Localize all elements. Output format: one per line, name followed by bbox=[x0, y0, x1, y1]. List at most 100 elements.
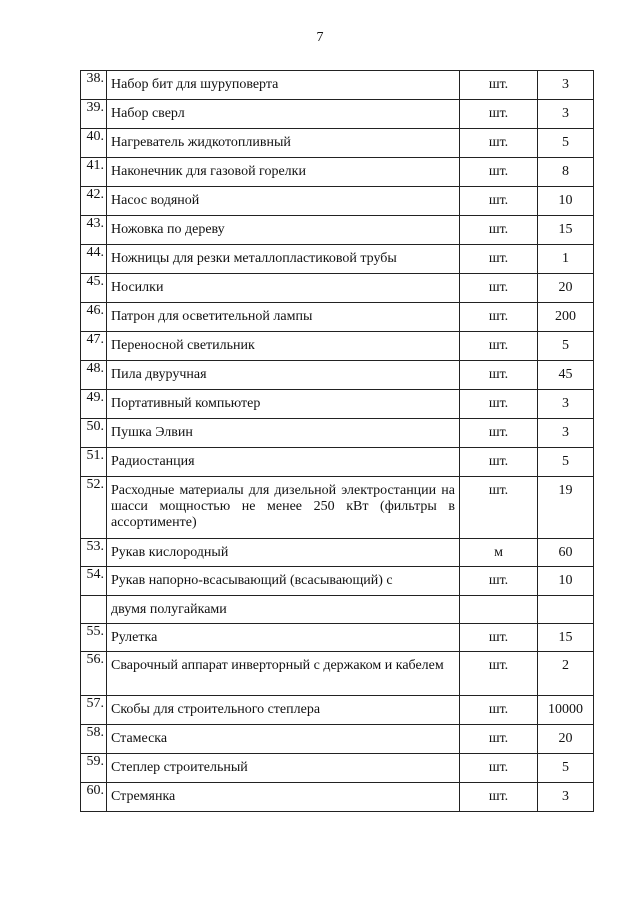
item-unit: шт. bbox=[459, 186, 538, 216]
item-number: 56. bbox=[80, 651, 107, 696]
item-number: 42. bbox=[80, 186, 107, 216]
item-unit: шт. bbox=[459, 157, 538, 187]
item-unit: шт. bbox=[459, 476, 538, 539]
item-number: 57. bbox=[80, 695, 107, 725]
item-unit: шт. bbox=[459, 447, 538, 477]
table-row: 46. Патрон для осветительной лампы шт. 200 bbox=[80, 302, 594, 332]
item-unit: шт. bbox=[459, 418, 538, 448]
item-unit: шт. bbox=[459, 566, 538, 596]
item-name: двумя полугайками bbox=[106, 595, 460, 624]
item-unit: шт. bbox=[459, 302, 538, 332]
item-unit: шт. bbox=[459, 695, 538, 725]
table-row: 58. Стамеска шт. 20 bbox=[80, 724, 594, 754]
item-number: 51. bbox=[80, 447, 107, 477]
table-row: 41. Наконечник для газовой горелки шт. 8 bbox=[80, 157, 594, 187]
item-quantity: 8 bbox=[537, 157, 594, 187]
item-unit: шт. bbox=[459, 360, 538, 390]
table-row: 52. Расходные материалы для дизельной эле… bbox=[80, 476, 594, 539]
item-quantity: 200 bbox=[537, 302, 594, 332]
item-name: Носилки bbox=[106, 273, 460, 303]
item-quantity: 5 bbox=[537, 447, 594, 477]
item-number: 50. bbox=[80, 418, 107, 448]
item-number: 39. bbox=[80, 99, 107, 129]
table-row: 59. Степлер строительный шт. 5 bbox=[80, 753, 594, 783]
item-number: 59. bbox=[80, 753, 107, 783]
item-quantity: 10 bbox=[537, 566, 594, 596]
table-row: 40. Нагреватель жидкотопливный шт. 5 bbox=[80, 128, 594, 158]
item-name: Нагреватель жидкотопливный bbox=[106, 128, 460, 158]
item-unit: шт. bbox=[459, 782, 538, 812]
item-unit: шт. bbox=[459, 623, 538, 652]
item-name: Расходные материалы для дизельной электр… bbox=[106, 476, 460, 539]
item-name: Степлер строительный bbox=[106, 753, 460, 783]
item-name: Набор сверл bbox=[106, 99, 460, 129]
item-quantity: 1 bbox=[537, 244, 594, 274]
table-row: 57. Скобы для строительного степлера шт. 10… bbox=[80, 695, 594, 725]
item-number: 44. bbox=[80, 244, 107, 274]
item-quantity: 20 bbox=[537, 273, 594, 303]
item-quantity: 20 bbox=[537, 724, 594, 754]
item-number: 49. bbox=[80, 389, 107, 419]
item-quantity: 45 bbox=[537, 360, 594, 390]
item-name: Стамеска bbox=[106, 724, 460, 754]
item-number: 58. bbox=[80, 724, 107, 754]
table-row: 50. Пушка Элвин шт. 3 bbox=[80, 418, 594, 448]
item-unit: шт. bbox=[459, 753, 538, 783]
table-row: 44. Ножницы для резки металлопластиковой … bbox=[80, 244, 594, 274]
table-row: 56. Сварочный аппарат инверторный с держа… bbox=[80, 651, 594, 696]
table-row: 43. Ножовка по дереву шт. 15 bbox=[80, 215, 594, 245]
item-quantity: 3 bbox=[537, 782, 594, 812]
item-name: Ножовка по дереву bbox=[106, 215, 460, 245]
item-quantity: 2 bbox=[537, 651, 594, 696]
item-quantity: 15 bbox=[537, 215, 594, 245]
item-name: Стремянка bbox=[106, 782, 460, 812]
page-number: 7 bbox=[316, 30, 324, 45]
item-unit: шт. bbox=[459, 244, 538, 274]
item-number: 60. bbox=[80, 782, 107, 812]
item-quantity: 3 bbox=[537, 418, 594, 448]
table-row: 53. Рукав кислородный м 60 bbox=[80, 538, 594, 567]
item-name: Патрон для осветительной лампы bbox=[106, 302, 460, 332]
table-row: 51. Радиостанция шт. 5 bbox=[80, 447, 594, 477]
item-unit: шт. bbox=[459, 99, 538, 129]
item-number: 47. bbox=[80, 331, 107, 361]
item-quantity: 5 bbox=[537, 128, 594, 158]
item-unit: шт. bbox=[459, 389, 538, 419]
table-row: 60. Стремянка шт. 3 bbox=[80, 782, 594, 812]
item-name: Скобы для строительного степлера bbox=[106, 695, 460, 725]
item-name: Насос водяной bbox=[106, 186, 460, 216]
table-row: 48. Пила двуручная шт. 45 bbox=[80, 360, 594, 390]
item-quantity: 19 bbox=[537, 476, 594, 539]
item-name: Рулетка bbox=[106, 623, 460, 652]
item-quantity: 3 bbox=[537, 99, 594, 129]
table-row: двумя полугайками bbox=[80, 595, 594, 624]
item-unit: шт. bbox=[459, 651, 538, 696]
table-row: 38. Набор бит для шуруповерта шт. 3 bbox=[80, 70, 594, 100]
table-row: 55. Рулетка шт. 15 bbox=[80, 623, 594, 652]
item-number: 53. bbox=[80, 538, 107, 567]
table-row: 45. Носилки шт. 20 bbox=[80, 273, 594, 303]
table-row: 49. Портативный компьютер шт. 3 bbox=[80, 389, 594, 419]
item-quantity: 60 bbox=[537, 538, 594, 567]
item-name: Наконечник для газовой горелки bbox=[106, 157, 460, 187]
item-unit: шт. bbox=[459, 215, 538, 245]
item-quantity: 3 bbox=[537, 70, 594, 100]
item-name: Рукав напорно-всасывающий (всасывающий) … bbox=[106, 566, 460, 596]
item-unit: шт. bbox=[459, 331, 538, 361]
table-row: 42. Насос водяной шт. 10 bbox=[80, 186, 594, 216]
item-number: 38. bbox=[80, 70, 107, 100]
item-unit: шт. bbox=[459, 128, 538, 158]
item-number: 40. bbox=[80, 128, 107, 158]
item-quantity: 10000 bbox=[537, 695, 594, 725]
item-name: Переносной светильник bbox=[106, 331, 460, 361]
item-number: 55. bbox=[80, 623, 107, 652]
item-quantity: 5 bbox=[537, 753, 594, 783]
item-name: Пушка Элвин bbox=[106, 418, 460, 448]
item-quantity: 15 bbox=[537, 623, 594, 652]
item-number: 46. bbox=[80, 302, 107, 332]
item-name: Рукав кислородный bbox=[106, 538, 460, 567]
table-row: 47. Переносной светильник шт. 5 bbox=[80, 331, 594, 361]
item-name: Сварочный аппарат инверторный с держаком… bbox=[106, 651, 460, 696]
table-row: 54. Рукав напорно-всасывающий (всасывающи… bbox=[80, 566, 594, 596]
item-number: 41. bbox=[80, 157, 107, 187]
